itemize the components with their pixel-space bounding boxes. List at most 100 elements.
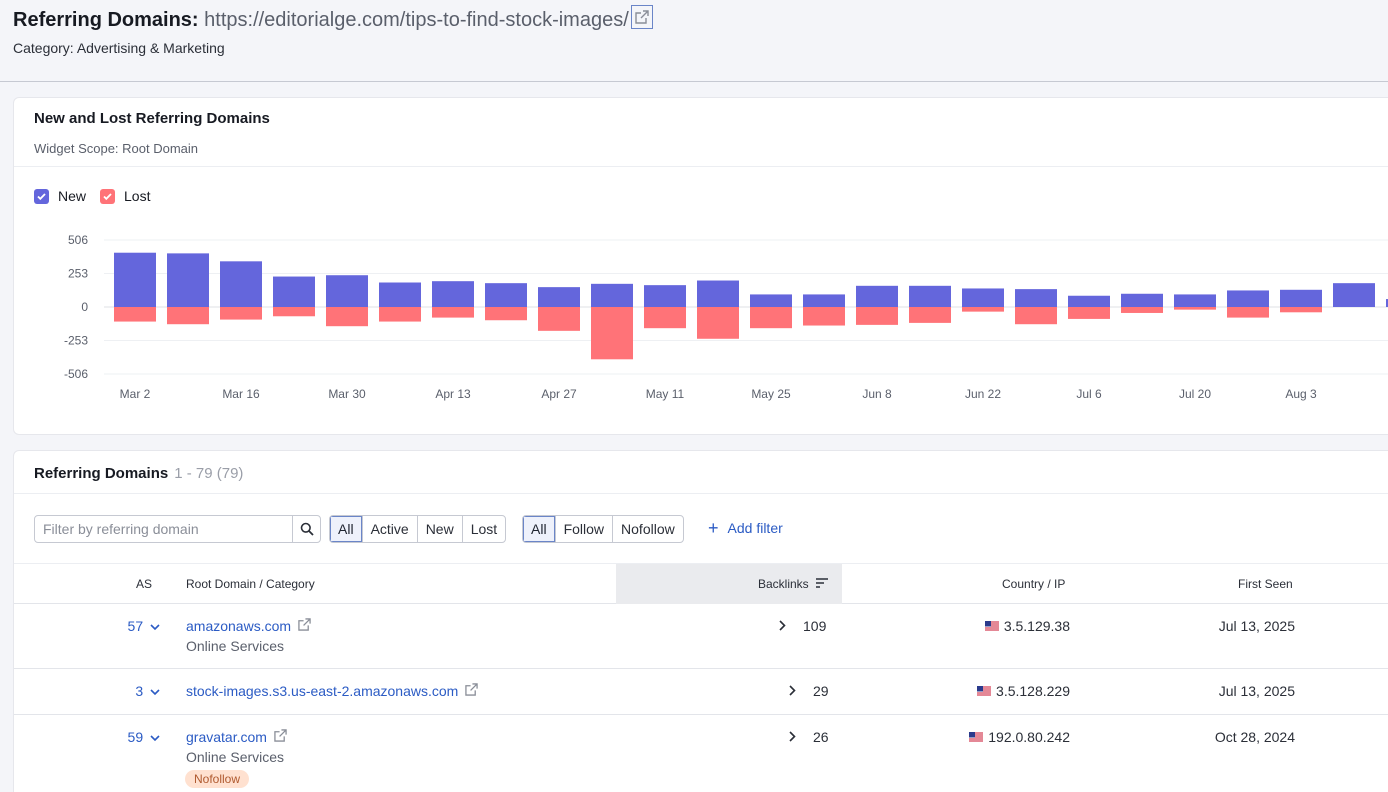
external-link-icon[interactable] — [298, 618, 311, 631]
referring-domains-table-card: Referring Domains 1 - 79 (79) All Active … — [13, 450, 1388, 792]
new-bar — [326, 275, 368, 307]
filter-nofollow[interactable]: Nofollow — [621, 521, 675, 537]
checkbox-checked-icon[interactable] — [34, 188, 49, 204]
x-tick-label: May 25 — [751, 387, 791, 401]
external-link-icon[interactable] — [274, 729, 287, 742]
backlinks-count[interactable]: 26 — [813, 729, 829, 745]
lost-bar — [1121, 307, 1163, 313]
lost-bar — [1280, 307, 1322, 313]
first-seen-date: Jul 13, 2025 — [1218, 683, 1295, 699]
new-bar — [485, 283, 527, 307]
page-title-url: https://editorialge.com/tips-to-find-sto… — [204, 9, 629, 31]
x-tick-label: May 11 — [646, 387, 685, 401]
column-as[interactable]: AS — [136, 577, 153, 591]
domain-name: stock-images.s3.us-east-2.amazonaws.com — [186, 683, 459, 699]
chevron-down-icon — [150, 624, 160, 631]
as-score-dropdown[interactable]: 59 — [110, 729, 160, 745]
x-tick-label: Mar 30 — [328, 387, 366, 401]
filter-lost[interactable]: Lost — [470, 521, 498, 537]
external-link-icon[interactable] — [465, 683, 478, 696]
lost-bar — [1015, 307, 1057, 325]
lost-bar — [220, 307, 262, 320]
new-bar — [644, 285, 686, 307]
column-country-ip[interactable]: Country / IP — [1002, 577, 1066, 591]
domain-link[interactable]: gravatar.com — [186, 729, 287, 745]
domain-link[interactable]: amazonaws.com — [186, 618, 311, 634]
page-category: Category: Advertising & Marketing — [13, 40, 225, 56]
new-bar — [273, 276, 315, 307]
ip-address: 3.5.129.38 — [1003, 618, 1070, 634]
divider — [14, 493, 1388, 494]
new-bar — [114, 252, 156, 307]
legend-new-toggle[interactable]: New — [34, 188, 86, 204]
ip-address: 3.5.128.229 — [996, 683, 1070, 699]
lost-bar — [591, 307, 633, 360]
x-tick-label: Apr 27 — [541, 387, 577, 401]
legend-lost-toggle[interactable]: Lost — [100, 188, 150, 204]
page-title-label: Referring Domains: — [13, 9, 199, 31]
us-flag-icon — [977, 686, 992, 696]
x-tick-label: Jun 22 — [965, 387, 1001, 401]
add-filter-button[interactable]: + Add filter — [708, 518, 783, 538]
new-bar — [750, 294, 792, 307]
ip-address: 192.0.80.242 — [988, 729, 1070, 745]
new-bar — [1386, 299, 1388, 307]
y-tick-label: 0 — [81, 300, 88, 314]
new-bar — [538, 287, 580, 307]
filter-all-status[interactable]: All — [330, 516, 363, 542]
referring-domains-heading: Referring Domains — [34, 465, 169, 482]
lost-bar — [432, 307, 474, 318]
x-tick-label: Mar 2 — [120, 387, 151, 401]
chart-widget-title: New and Lost Referring Domains — [34, 110, 270, 127]
lost-bar — [379, 307, 421, 322]
column-first-seen[interactable]: First Seen — [1238, 577, 1293, 591]
column-root-domain[interactable]: Root Domain / Category — [186, 577, 315, 591]
backlinks-count[interactable]: 29 — [813, 683, 829, 699]
lost-bar — [697, 307, 739, 339]
as-score-dropdown[interactable]: 3 — [110, 683, 160, 699]
country-ip: 192.0.80.242 — [870, 729, 1070, 745]
domain-filter-input[interactable] — [35, 516, 293, 542]
chart-widget-subtitle: Widget Scope: Root Domain — [34, 141, 199, 156]
y-tick-label: -253 — [64, 334, 88, 348]
nofollow-badge: Nofollow — [185, 770, 250, 788]
chart-legend: New Lost — [34, 188, 164, 204]
filter-active[interactable]: Active — [363, 516, 418, 542]
plus-icon: + — [708, 518, 719, 538]
domain-link[interactable]: stock-images.s3.us-east-2.amazonaws.com — [186, 683, 478, 699]
status-filter-group: All Active New Lost — [329, 515, 507, 543]
x-tick-label: Aug 3 — [1285, 387, 1317, 401]
lost-bar — [856, 307, 898, 325]
lost-bar — [538, 307, 580, 331]
external-link-icon[interactable] — [630, 5, 653, 29]
new-bar — [1280, 289, 1322, 307]
as-score: 3 — [135, 683, 144, 699]
domain-name: gravatar.com — [186, 729, 267, 745]
link-type-filter-group: All Follow Nofollow — [522, 515, 684, 543]
as-score-dropdown[interactable]: 57 — [110, 618, 160, 634]
x-tick-label: Jul 20 — [1179, 387, 1211, 401]
country-ip: 3.5.129.38 — [870, 618, 1070, 634]
country-ip: 3.5.128.229 — [870, 683, 1070, 699]
search-button[interactable] — [292, 516, 320, 542]
new-bar — [220, 261, 262, 307]
domain-category: Online Services — [186, 638, 285, 654]
lost-bar — [909, 307, 951, 323]
domain-filter-search — [34, 515, 321, 543]
checkbox-checked-icon[interactable] — [100, 188, 116, 204]
filter-follow[interactable]: Follow — [556, 516, 614, 542]
new-bar — [1121, 293, 1163, 307]
lost-bar — [1227, 307, 1269, 318]
filter-all-links[interactable]: All — [523, 516, 556, 542]
column-backlinks[interactable]: Backlinks — [616, 564, 842, 604]
chevron-right-icon[interactable] — [789, 729, 796, 745]
table-row: 3 stock-images.s3.us-east-2.amazonaws.co… — [14, 669, 1388, 715]
referring-domains-title: Referring Domains 1 - 79 (79) — [34, 465, 243, 482]
backlinks-count[interactable]: 109 — [803, 618, 827, 634]
filter-new[interactable]: New — [418, 516, 463, 542]
divider — [14, 166, 1388, 167]
lost-bar — [1068, 307, 1110, 319]
chevron-right-icon[interactable] — [789, 683, 796, 699]
new-bar — [167, 253, 209, 307]
chevron-right-icon[interactable] — [779, 618, 786, 634]
